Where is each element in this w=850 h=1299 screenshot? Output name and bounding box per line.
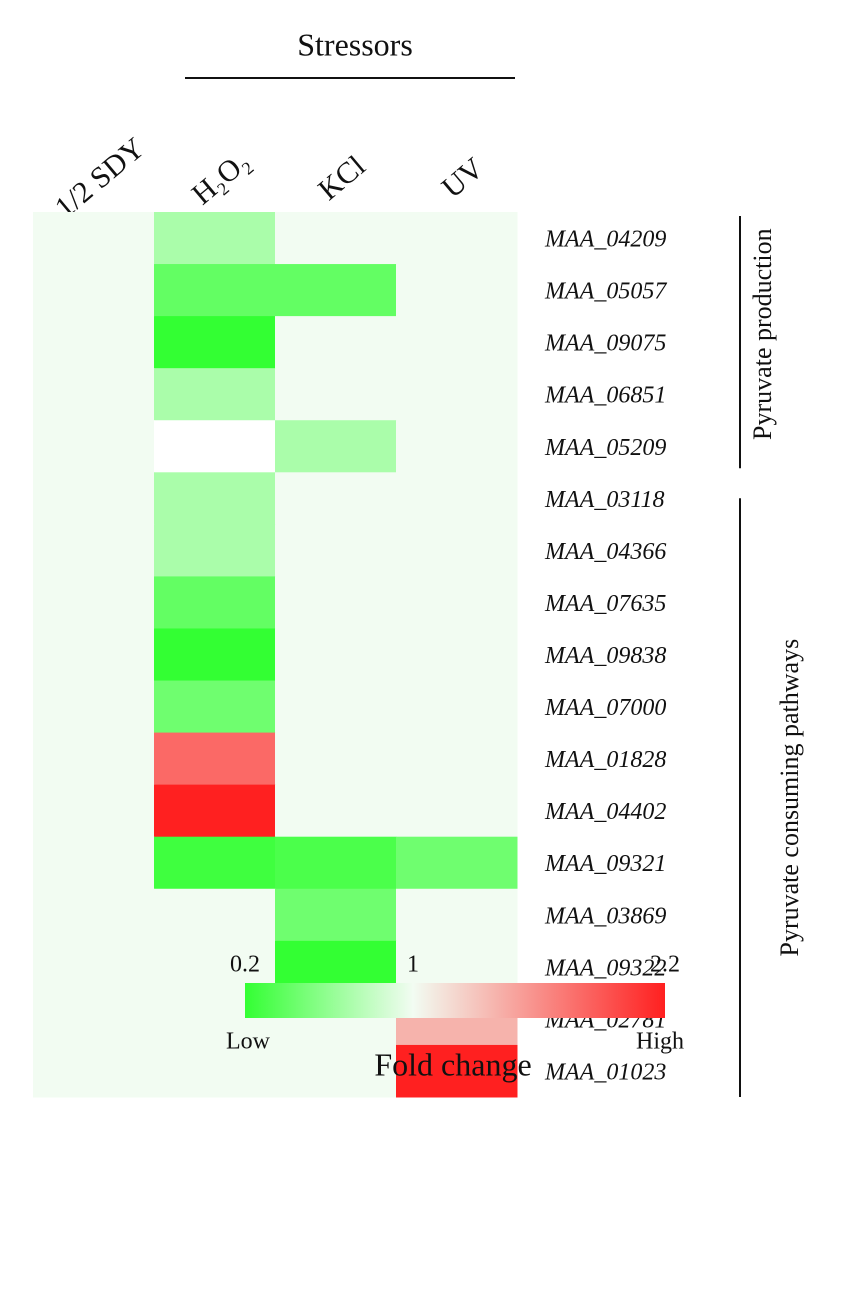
heatmap-cell <box>396 524 518 577</box>
heatmap-cell <box>33 680 155 734</box>
group-label: Pyruvate production <box>748 228 777 440</box>
row-label: MAA_05057 <box>544 279 667 305</box>
row-label: MAA_09322 <box>544 955 666 981</box>
heatmap-cell <box>275 1044 397 1098</box>
heatmap-cell <box>33 940 155 994</box>
heatmap-cell <box>154 784 276 838</box>
colorbar-low: Low <box>226 1029 271 1055</box>
heatmap-cell <box>154 680 276 734</box>
heatmap-cell <box>33 836 155 890</box>
heatmap-cell <box>275 212 397 265</box>
colorbar-title: Fold change <box>374 1046 531 1082</box>
heatmap-cell <box>275 628 397 682</box>
heatmap-cell <box>396 784 518 838</box>
heatmap-cell <box>396 472 518 525</box>
column-label: H₂O₂ <box>186 145 256 212</box>
row-label: MAA_06851 <box>544 383 666 409</box>
heatmap-cell <box>275 264 397 317</box>
column-label: UV <box>436 151 491 204</box>
heatmap-cell <box>275 888 397 942</box>
heatmap-cell <box>33 420 155 473</box>
row-label: MAA_01023 <box>544 1059 666 1085</box>
heatmap-cell <box>396 368 518 421</box>
heatmap-cell <box>154 524 276 577</box>
heatmap-cell <box>275 680 397 734</box>
colorbar-high: High <box>636 1029 684 1055</box>
colorbar-tick-label: 0.2 <box>230 952 260 978</box>
heatmap-cell <box>396 420 518 473</box>
heatmap-cell <box>154 212 276 265</box>
heatmap-cell <box>275 524 397 577</box>
heatmap-cell <box>275 576 397 629</box>
row-label: MAA_09321 <box>544 851 666 877</box>
chart-title: Stressors <box>297 26 413 62</box>
row-label: MAA_09075 <box>544 331 666 357</box>
heatmap-cell <box>154 1044 276 1098</box>
heatmap-cell <box>154 420 276 473</box>
heatmap-cell <box>396 576 518 629</box>
heatmap-cell <box>33 264 155 317</box>
heatmap-cell <box>275 836 397 890</box>
heatmap-cell <box>154 628 276 682</box>
heatmap-cell <box>396 316 518 369</box>
heatmap-cell <box>33 524 155 577</box>
row-label: MAA_03869 <box>544 903 666 929</box>
heatmap-cell <box>33 992 155 1046</box>
row-label: MAA_09838 <box>544 643 666 669</box>
heatmap-cell <box>396 680 518 734</box>
heatmap-cell <box>33 732 155 786</box>
heatmap-cell <box>33 316 155 369</box>
heatmap-cell <box>33 888 155 942</box>
heatmap-cell <box>154 576 276 629</box>
row-label: MAA_04402 <box>544 799 666 825</box>
row-label: MAA_07000 <box>544 695 666 721</box>
heatmap-cell <box>154 472 276 525</box>
heatmap-cell <box>154 316 276 369</box>
colorbar <box>245 983 665 1018</box>
heatmap-cell <box>154 888 276 942</box>
heatmap-cell <box>396 1044 518 1098</box>
heatmap-cell <box>33 1044 155 1098</box>
heatmap-cell <box>275 368 397 421</box>
group-label: Pyruvate consuming pathways <box>775 639 804 957</box>
row-label: MAA_03118 <box>544 487 665 513</box>
heatmap-cell <box>154 264 276 317</box>
heatmap-cell <box>396 212 518 265</box>
heatmap-cell <box>275 732 397 786</box>
heatmap-cell <box>33 472 155 525</box>
row-label: MAA_05209 <box>544 435 666 461</box>
row-label: MAA_01828 <box>544 747 666 773</box>
row-label: MAA_04366 <box>544 539 666 565</box>
heatmap-cell <box>275 472 397 525</box>
heatmap-cell <box>396 264 518 317</box>
heatmap-cell <box>396 732 518 786</box>
heatmap-cell <box>154 836 276 890</box>
heatmap-cell <box>33 576 155 629</box>
heatmap-cell <box>275 784 397 838</box>
heatmap-cell <box>275 316 397 369</box>
heatmap-cell <box>154 732 276 786</box>
heatmap-cell <box>154 368 276 421</box>
colorbar-tick-label: 2.2 <box>650 952 680 978</box>
heatmap-cell <box>275 420 397 473</box>
heatmap-cell <box>396 628 518 682</box>
colorbar-tick-label: 1 <box>407 952 419 978</box>
heatmap-cell <box>33 368 155 421</box>
row-label: MAA_07635 <box>544 591 666 617</box>
column-label: 1/2 SDY <box>49 131 151 224</box>
heatmap-cell <box>33 784 155 838</box>
heatmap-cell <box>33 212 155 265</box>
heatmap-cell <box>33 628 155 682</box>
column-label: KCl <box>312 149 372 206</box>
heatmap-cell <box>396 836 518 890</box>
heatmap-cell <box>396 888 518 942</box>
row-label: MAA_04209 <box>544 227 666 253</box>
